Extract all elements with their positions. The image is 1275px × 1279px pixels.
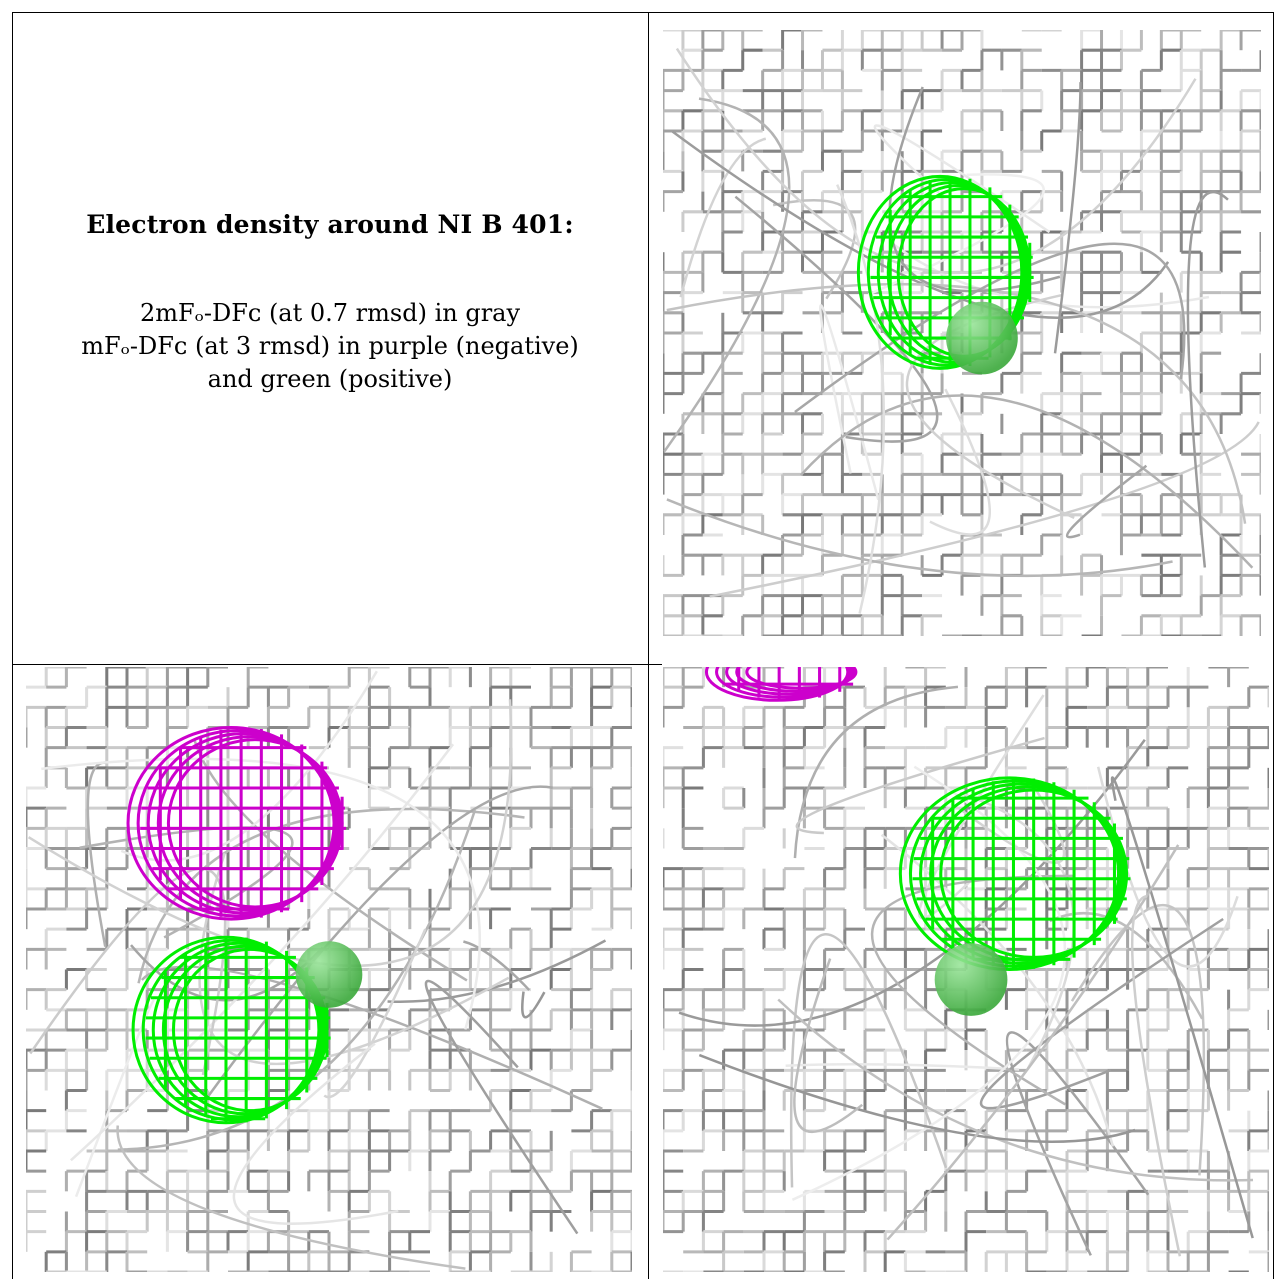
left-border — [12, 12, 13, 1279]
density-view-1 — [663, 30, 1261, 636]
center-divider — [648, 12, 649, 1279]
middle-divider-left — [12, 664, 648, 665]
right-border — [1273, 12, 1274, 1279]
caption-cell: Electron density around NI B 401: 2mFₒ-D… — [12, 12, 648, 662]
negative-density-blob — [704, 667, 858, 702]
density-panel-1 — [663, 30, 1261, 636]
ni-atom-sphere — [934, 943, 1008, 1016]
mesh-2fofc — [663, 30, 1261, 636]
ni-atom-sphere — [946, 301, 1018, 375]
mesh-2fofc — [26, 667, 632, 1272]
density-view-3 — [663, 667, 1269, 1272]
density-panel-3 — [663, 667, 1269, 1272]
caption-title: Electron density around NI B 401: — [86, 210, 574, 239]
legend: 2mFₒ-DFᴄ (at 0.7 rmsd) in gray mFₒ-DFᴄ (… — [81, 297, 579, 396]
legend-line-fofc: mFₒ-DFᴄ (at 3 rmsd) in purple (negative) — [81, 332, 579, 360]
density-panel-2 — [26, 667, 632, 1272]
top-border — [12, 12, 1274, 13]
middle-divider-right — [648, 664, 662, 665]
ni-atom-sphere — [295, 941, 363, 1008]
legend-line-2fofc: 2mFₒ-DFᴄ (at 0.7 rmsd) in gray — [139, 299, 521, 327]
legend-line-positive: and green (positive) — [207, 365, 453, 393]
negative-density-blob — [126, 725, 347, 921]
density-view-2 — [26, 667, 632, 1272]
